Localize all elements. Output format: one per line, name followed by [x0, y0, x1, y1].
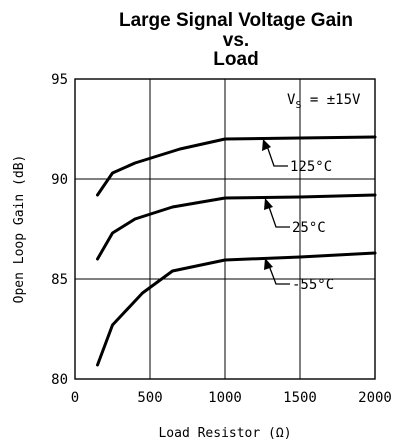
series-line-0: [96, 135, 377, 197]
chart-title-line-2: vs.: [223, 30, 249, 51]
leader-125c: [265, 142, 288, 167]
x-axis-label: Load Resistor (Ω): [158, 426, 291, 441]
y-axis-label: Open Loop Gain (dB): [12, 155, 27, 304]
annotation-125c: 125°C: [262, 139, 332, 175]
y-tick-label-3: 95: [51, 72, 68, 88]
supply-condition-sub: S: [295, 100, 301, 111]
label-125c: 125°C: [290, 159, 332, 175]
x-tick-label-4: 2000: [358, 390, 392, 406]
series-lines: [96, 135, 377, 367]
annotation-25c: 25°C: [264, 198, 326, 236]
label-minus55c: -55°C: [292, 277, 334, 293]
x-tick-labels: 0 500 1000 1500 2000: [71, 390, 392, 406]
x-tick-label-3: 1500: [283, 390, 317, 406]
supply-condition-main: V: [287, 92, 296, 108]
x-tick-label-0: 0: [71, 390, 79, 406]
y-tick-label-2: 90: [51, 172, 68, 188]
series-line-1: [96, 193, 377, 261]
y-tick-labels: 80 85 90 95: [51, 72, 68, 388]
arrowhead-125c: [262, 139, 271, 151]
series-line-2: [96, 251, 377, 367]
plot-frame: [74, 78, 376, 380]
supply-condition-rest: = ±15V: [301, 92, 361, 108]
grid: [75, 79, 375, 379]
arrowhead-minus55c: [264, 258, 273, 270]
y-tick-label-1: 85: [51, 272, 68, 288]
chart-title-line-3: Load: [213, 49, 258, 70]
x-tick-label-2: 1000: [208, 390, 242, 406]
y-tick-label-0: 80: [51, 372, 68, 388]
label-25c: 25°C: [292, 220, 326, 236]
x-tick-label-1: 500: [137, 390, 162, 406]
chart-title-line-1: Large Signal Voltage Gain: [119, 10, 353, 31]
annotation-minus55c: -55°C: [264, 258, 334, 293]
leader-25c: [267, 203, 290, 228]
supply-condition: VS = ±15V: [287, 92, 361, 111]
arrowhead-25c: [264, 198, 273, 210]
leader-minus55c: [267, 262, 290, 285]
